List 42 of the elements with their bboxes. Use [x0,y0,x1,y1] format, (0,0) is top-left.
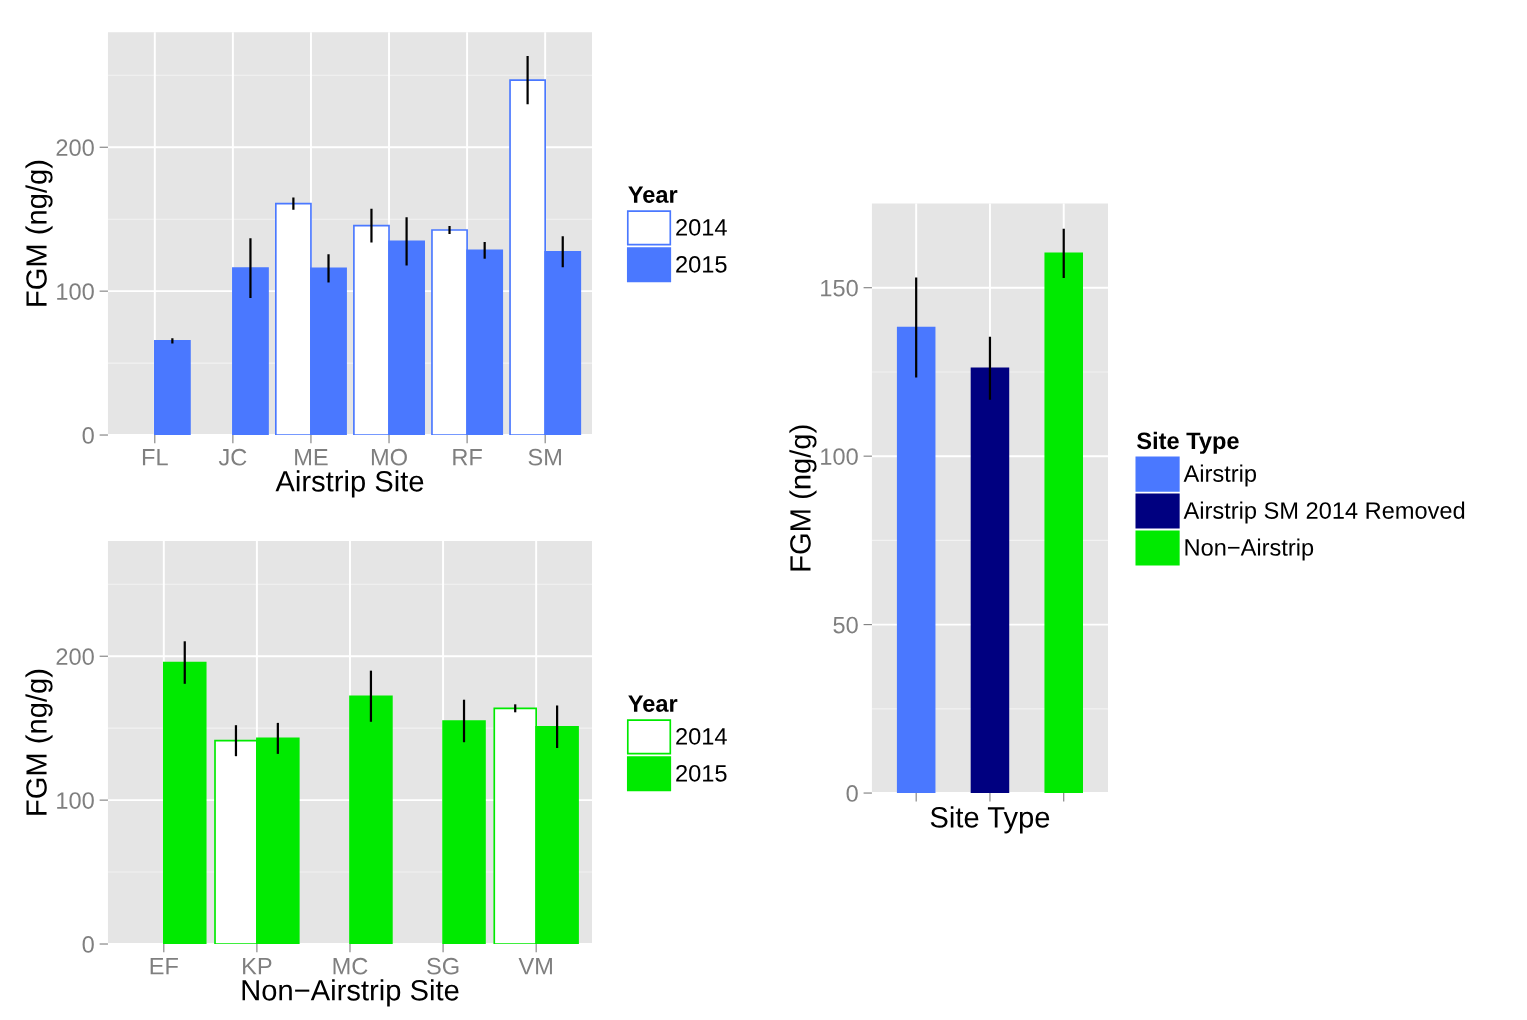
x-tick-label: ME [295,449,328,466]
x-tick-label: RF [453,449,482,466]
legend-title: Site Type [1137,431,1239,454]
y-axis-title: FGM (ng/g) [25,160,53,306]
x-tick-label: FL [142,449,168,466]
bar [232,267,269,436]
text: 2014 [676,727,727,745]
y-tick-label: 150 [821,279,858,297]
y-tick-label: 200 [56,648,94,666]
x-tick-label: MO [371,448,407,466]
legend-title: Year [628,695,678,712]
bar [162,661,207,945]
y-tick-label: 50 [833,616,858,634]
x-axis-title: Site Type [930,806,1050,834]
legend-title: Year [628,186,678,203]
x-tick-label: KP [243,958,272,975]
x-axis-title: Non−Airstrip Site [242,979,459,1007]
legend-label: Non−Airstrip [1185,538,1314,561]
x-tick-label: EF [150,958,178,975]
y-tick-label: 0 [82,427,94,444]
bar [153,340,191,436]
legend-label: 2015 [676,255,727,273]
x-axis-title: Airstrip Site [275,470,424,498]
legend-label: 2015 [676,764,727,782]
y-tick-label: 100 [821,448,858,465]
x-tick-label: SM [528,448,561,466]
bar [442,720,486,945]
legend-label: Airstrip [1183,464,1257,487]
x-tick-label: VM [518,958,552,975]
y-axis-title: FGM (ng/g) [789,425,817,571]
bar [349,695,393,945]
x-tick-label: SG [427,957,459,975]
y-tick-label: 0 [82,936,94,953]
y-tick-label: 100 [57,283,94,300]
x-tick-label: JC [218,448,247,466]
x-tick-label: MC [333,957,368,975]
y-axis-title: FGM (ng/g) [25,669,53,815]
y-tick-label: 0 [846,785,858,802]
legend-label: 2014 [676,219,727,236]
y-tick-label: 200 [56,139,94,157]
y-tick-label: 100 [57,792,94,809]
legend-label: Airstrip SM 2014 Removed [1183,501,1465,524]
